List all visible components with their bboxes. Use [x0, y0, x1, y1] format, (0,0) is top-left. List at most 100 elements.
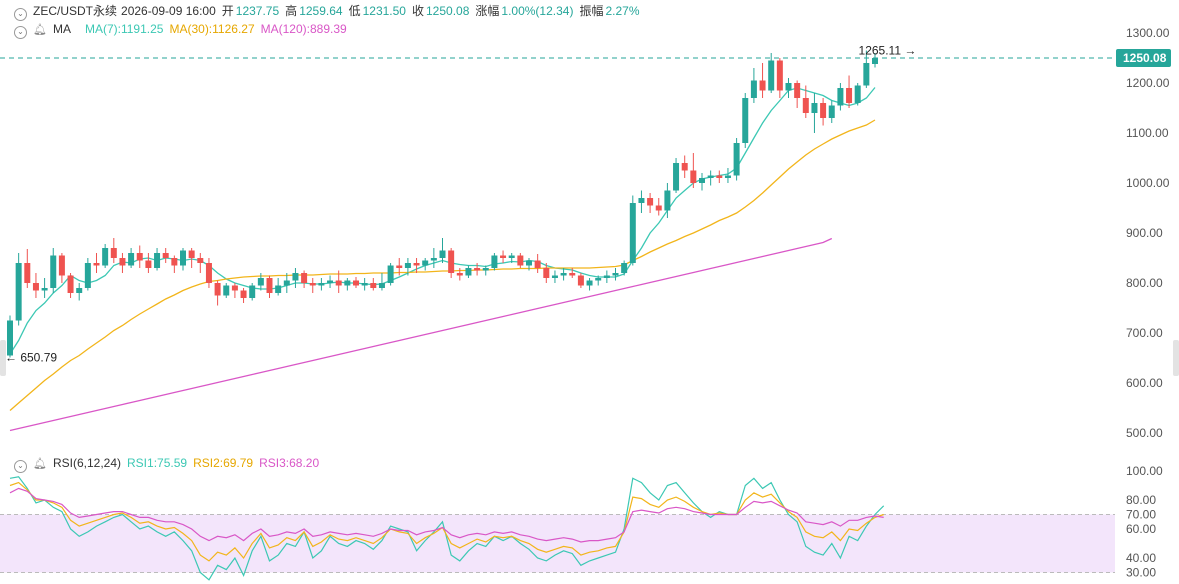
candle — [361, 278, 368, 291]
candle — [32, 273, 39, 298]
low-value: 1231.50 — [362, 4, 406, 18]
candle-body — [301, 273, 308, 283]
candle-body — [586, 280, 593, 286]
candle — [327, 275, 334, 288]
candle-body — [716, 175, 723, 178]
candle — [93, 253, 100, 273]
min-price-marker: ← 650.79 — [5, 351, 57, 365]
candle — [768, 53, 775, 93]
alert-bell-icon[interactable]: 🔔︎ — [33, 458, 47, 470]
candle-body — [854, 85, 861, 103]
rsi-axis-tick-label: 30.00 — [1126, 566, 1156, 580]
candle-body — [327, 280, 334, 283]
candle-body — [231, 285, 238, 291]
candle — [344, 278, 351, 291]
rsi-axis-tick-label: 40.00 — [1126, 551, 1156, 565]
candle-body — [699, 178, 705, 183]
ma-legend: ⌄ 🔔︎ MA MA(7):1191.25 MA(30):1126.27 MA(120):… — [14, 21, 353, 39]
candle — [742, 93, 749, 148]
candle-body — [577, 275, 584, 286]
candle — [197, 253, 204, 273]
change-value: 1.00%(12.34) — [501, 4, 574, 18]
price-axis-tick-label: 600.00 — [1126, 376, 1163, 390]
candle — [759, 63, 766, 98]
ma-line-MA(30) — [9, 119, 876, 411]
candle-body — [422, 260, 429, 266]
rsi-legend: ⌄ 🔔︎ RSI(6,12,24) RSI1:75.59 RSI2:69.79 RSI3:… — [14, 455, 325, 473]
candle — [474, 263, 481, 276]
candle-body — [180, 250, 186, 266]
candle — [863, 50, 870, 88]
candle-body — [629, 203, 636, 263]
candle-body — [67, 275, 74, 293]
candle-body — [750, 80, 757, 98]
candle — [205, 258, 212, 288]
candle-body — [32, 283, 39, 291]
candle-body — [266, 278, 273, 293]
rsi-indicator-name: RSI(6,12,24) — [52, 456, 122, 470]
candle-body — [768, 60, 775, 91]
candle-body — [543, 268, 550, 278]
candle-body — [76, 288, 83, 293]
candle-body — [41, 288, 48, 291]
candle — [629, 195, 636, 266]
candle — [811, 93, 818, 133]
candle-body — [802, 98, 809, 113]
candle-body — [361, 283, 368, 286]
candle — [508, 253, 515, 263]
candle — [231, 283, 238, 298]
candle — [456, 268, 463, 281]
candle — [577, 273, 584, 288]
candle — [266, 275, 273, 298]
close-label: 收 — [411, 4, 424, 18]
candle — [7, 315, 13, 358]
candle-body — [240, 290, 247, 298]
candle-body — [569, 273, 576, 276]
candle-body — [413, 263, 420, 266]
candle — [837, 83, 844, 111]
candle — [612, 268, 619, 281]
candle-body — [681, 163, 688, 171]
candle-body — [785, 83, 792, 91]
candle — [102, 244, 109, 268]
candle — [543, 263, 550, 283]
candle — [41, 278, 48, 298]
candle-body — [794, 83, 801, 98]
candle — [482, 265, 489, 276]
candle — [84, 258, 91, 291]
price-axis-tick-label: 1000.00 — [1126, 176, 1170, 190]
candle-body — [456, 273, 463, 276]
candle-body — [136, 253, 143, 261]
candle — [257, 273, 264, 291]
candle-body — [491, 255, 498, 268]
candle — [283, 273, 290, 293]
collapse-chevron-icon[interactable]: ⌄ — [14, 460, 27, 473]
candle — [733, 138, 740, 181]
rsi-neutral-band — [0, 514, 1115, 573]
left-drag-handle[interactable] — [0, 340, 6, 376]
candle-body — [102, 248, 109, 266]
candle — [387, 263, 394, 286]
rsi1-value: RSI1:75.59 — [127, 456, 188, 470]
candle — [690, 153, 697, 188]
high-value: 1259.64 — [299, 4, 343, 18]
alert-bell-icon[interactable]: 🔔︎ — [33, 24, 47, 36]
amplitude-label: 振幅 — [579, 4, 604, 18]
candle-body — [846, 88, 853, 103]
price-axis-tick-label: 900.00 — [1126, 226, 1163, 240]
candle — [872, 53, 878, 68]
symbol-name: ZEC/USDT永续 — [33, 4, 118, 18]
price-axis-tick-label: 1200.00 — [1126, 76, 1170, 90]
candle — [370, 278, 377, 291]
candle — [162, 248, 169, 263]
candle — [448, 248, 455, 278]
collapse-chevron-icon[interactable]: ⌄ — [14, 8, 27, 21]
candle-body — [24, 263, 31, 283]
open-value: 1237.75 — [235, 4, 280, 18]
candle-body — [318, 283, 325, 286]
candle — [621, 260, 628, 276]
candle — [802, 85, 809, 118]
right-drag-handle[interactable] — [1173, 340, 1179, 376]
collapse-chevron-icon[interactable]: ⌄ — [14, 26, 27, 39]
